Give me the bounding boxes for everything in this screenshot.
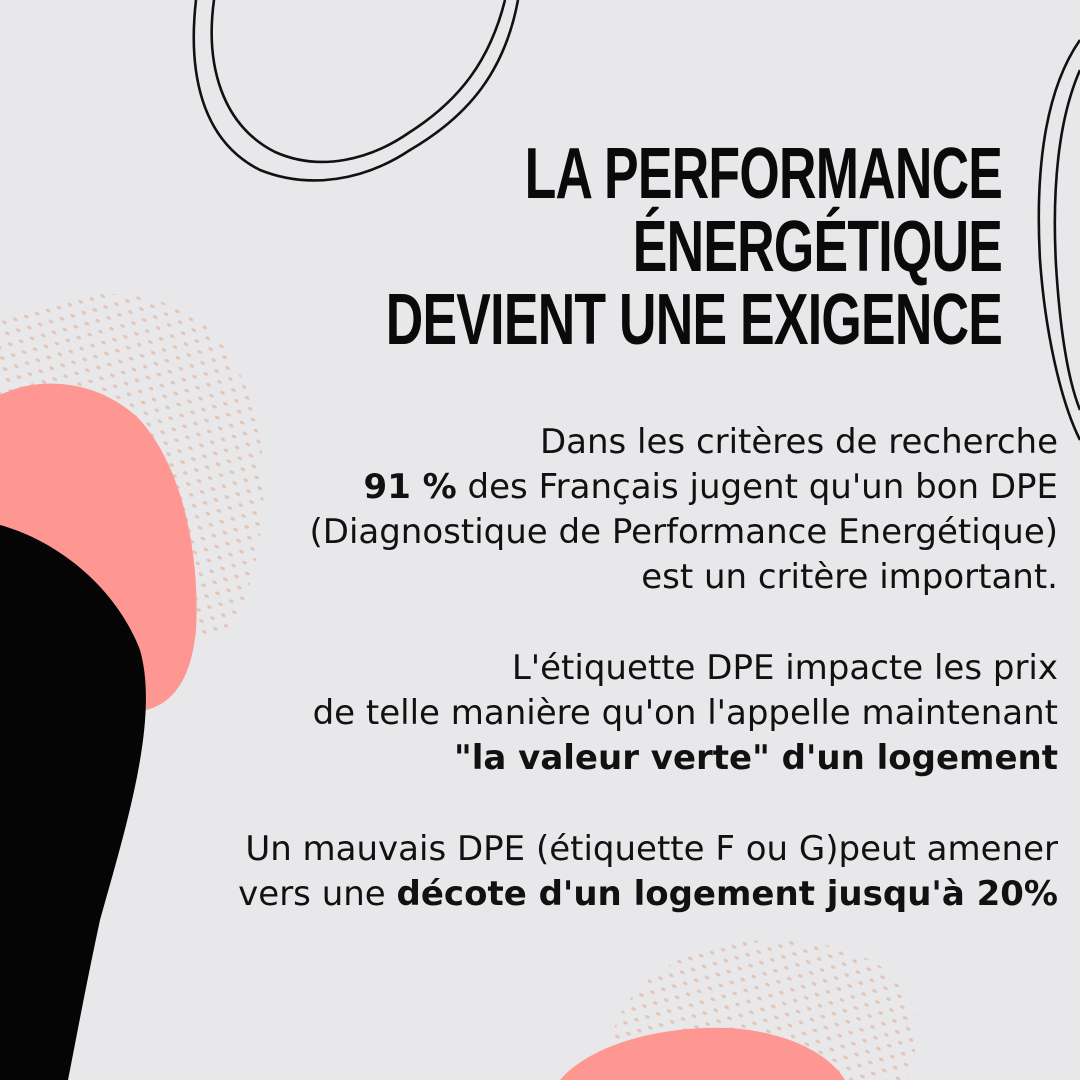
p3-line-2-plain: vers une <box>238 874 397 914</box>
page-title: LA PERFORMANCE ÉNERGÉTIQUE DEVIENT UNE E… <box>385 134 1003 360</box>
paragraph-valeur-verte: L'étiquette DPE impacte les prix de tell… <box>238 646 1058 781</box>
p2-line-1: L'étiquette DPE impacte les prix <box>511 648 1058 688</box>
title-line-2: ÉNERGÉTIQUE <box>632 207 1003 287</box>
outline-loop-top <box>192 0 520 182</box>
decote-emphasis: décote d'un logement jusqu'à 20% <box>396 874 1058 914</box>
paragraph-criteria: Dans les critères de recherche 91 % des … <box>238 420 1059 600</box>
p2-line-3: "la valeur verte" d'un logement <box>238 736 1058 781</box>
title-line-1: LA PERFORMANCE <box>524 134 1002 214</box>
p3-line-1: Un mauvais DPE (étiquette F ou G)peut am… <box>245 829 1058 869</box>
outline-loop-right <box>1037 39 1080 441</box>
p3-line-2: vers une décote d'un logement jusqu'à 20… <box>238 872 1058 917</box>
p1-line-3: (Diagnostique de Performance Energétique… <box>309 512 1059 552</box>
title-line-3: DEVIENT UNE EXIGENCE <box>385 280 1003 360</box>
p1-line-2: 91 % des Français jugent qu'un bon DPE <box>238 465 1058 510</box>
body-text: Dans les critères de recherche 91 % des … <box>238 420 1058 963</box>
p1-line-1: Dans les critères de recherche <box>539 422 1058 462</box>
p1-line-2-rest: des Français jugent qu'un bon DPE <box>456 467 1058 507</box>
coral-blob-bottom <box>560 1027 845 1080</box>
stat-91-percent: 91 % <box>363 467 457 507</box>
paragraph-decote: Un mauvais DPE (étiquette F ou G)peut am… <box>238 827 1058 917</box>
p1-line-4: est un critère important. <box>641 557 1058 597</box>
valeur-verte-emphasis: "la valeur verte" d'un logement <box>454 738 1058 778</box>
p2-line-2: de telle manière qu'on l'appelle mainten… <box>312 693 1058 733</box>
black-shape-left <box>0 525 146 1080</box>
